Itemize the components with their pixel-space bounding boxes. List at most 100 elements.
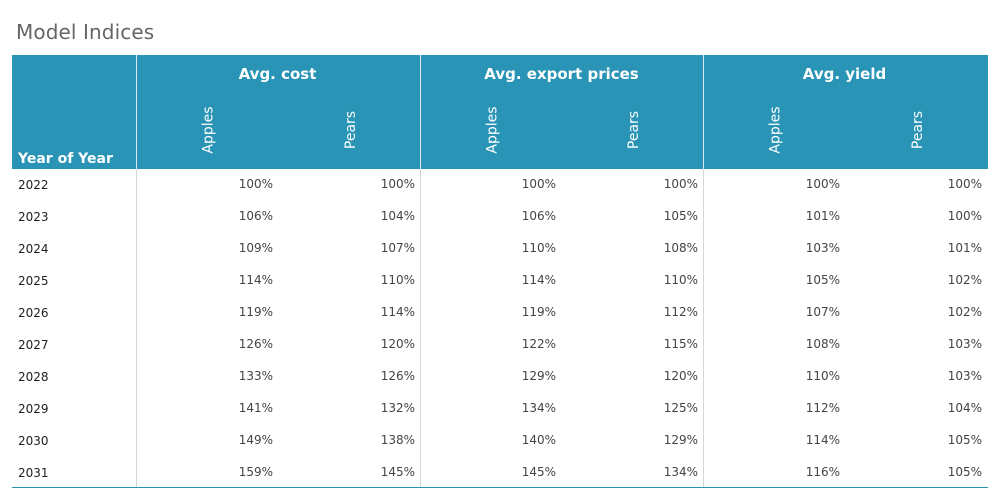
table-bottom-border <box>12 487 988 488</box>
year-cell: 2030 <box>18 434 49 448</box>
value-cell: 105% <box>805 273 840 287</box>
year-cell: 2027 <box>18 338 49 352</box>
value-cell: 108% <box>805 337 840 351</box>
value-cell: 138% <box>380 433 415 447</box>
value-cell: 103% <box>947 337 982 351</box>
column-sub-header: Pears <box>622 103 646 157</box>
value-cell: 106% <box>521 209 556 223</box>
column-group-title: Avg. yield <box>802 65 887 83</box>
year-cell: 2024 <box>18 242 49 256</box>
year-cell: 2022 <box>18 178 49 192</box>
year-cell: 2023 <box>18 210 49 224</box>
value-cell: 101% <box>805 209 840 223</box>
value-cell: 112% <box>663 305 698 319</box>
column-group-title: Avg. cost <box>238 65 317 83</box>
year-cell: 2026 <box>18 306 49 320</box>
column-sub-header-label: Apples <box>485 106 501 154</box>
value-cell: 104% <box>380 209 415 223</box>
value-cell: 120% <box>380 337 415 351</box>
value-cell: 129% <box>663 433 698 447</box>
value-cell: 103% <box>805 241 840 255</box>
column-group-title: Avg. export prices <box>484 65 639 83</box>
value-cell: 110% <box>521 241 556 255</box>
value-cell: 107% <box>380 241 415 255</box>
value-cell: 129% <box>521 369 556 383</box>
table-row: 2026 119% 114% 119% 112% 107% 102% <box>12 297 988 329</box>
value-cell: 103% <box>947 369 982 383</box>
value-cell: 100% <box>238 177 273 191</box>
value-cell: 105% <box>947 465 982 479</box>
column-sub-header-label: Apples <box>201 106 217 154</box>
value-cell: 114% <box>380 305 415 319</box>
value-cell: 108% <box>663 241 698 255</box>
value-cell: 110% <box>663 273 698 287</box>
table-row: 2028 133% 126% 129% 120% 110% 103% <box>12 361 988 393</box>
value-cell: 120% <box>663 369 698 383</box>
column-sub-header: Apples <box>481 103 505 157</box>
value-cell: 105% <box>663 209 698 223</box>
column-sub-header-label: Pears <box>626 110 642 150</box>
value-cell: 119% <box>238 305 273 319</box>
year-cell: 2028 <box>18 370 49 384</box>
value-cell: 145% <box>521 465 556 479</box>
value-cell: 134% <box>663 465 698 479</box>
value-cell: 134% <box>521 401 556 415</box>
value-cell: 102% <box>947 305 982 319</box>
data-table: Year of Year Avg. cost Apples Pears Avg. ex… <box>12 55 988 488</box>
row-header-label: Year of Year <box>18 151 113 167</box>
value-cell: 141% <box>238 401 273 415</box>
value-cell: 122% <box>521 337 556 351</box>
value-cell: 110% <box>805 369 840 383</box>
value-cell: 145% <box>380 465 415 479</box>
value-cell: 132% <box>380 401 415 415</box>
column-sub-header: Apples <box>197 103 221 157</box>
column-sub-header-label: Pears <box>910 110 926 150</box>
value-cell: 100% <box>805 177 840 191</box>
value-cell: 116% <box>805 465 840 479</box>
value-cell: 125% <box>663 401 698 415</box>
table-body: 2022 100% 100% 100% 100% 100% 100% 2023 106% 104%… <box>12 169 988 488</box>
value-cell: 115% <box>663 337 698 351</box>
header-divider <box>703 55 704 169</box>
year-cell: 2031 <box>18 466 49 480</box>
column-sub-header: Apples <box>764 103 788 157</box>
value-cell: 110% <box>380 273 415 287</box>
table-row: 2022 100% 100% 100% 100% 100% 100% <box>12 169 988 201</box>
page-title: Model Indices <box>16 20 155 44</box>
column-divider <box>420 169 421 488</box>
value-cell: 104% <box>947 401 982 415</box>
value-cell: 114% <box>521 273 556 287</box>
value-cell: 106% <box>238 209 273 223</box>
table-row: 2027 126% 120% 122% 115% 108% 103% <box>12 329 988 361</box>
value-cell: 126% <box>380 369 415 383</box>
table-row: 2024 109% 107% 110% 108% 103% 101% <box>12 233 988 265</box>
column-divider <box>136 169 137 488</box>
value-cell: 126% <box>238 337 273 351</box>
value-cell: 100% <box>947 209 982 223</box>
value-cell: 119% <box>521 305 556 319</box>
value-cell: 159% <box>238 465 273 479</box>
table-header: Year of Year Avg. cost Apples Pears Avg. ex… <box>12 55 988 169</box>
value-cell: 109% <box>238 241 273 255</box>
year-cell: 2025 <box>18 274 49 288</box>
value-cell: 149% <box>238 433 273 447</box>
table-row: 2031 159% 145% 145% 134% 116% 105% <box>12 457 988 489</box>
value-cell: 107% <box>805 305 840 319</box>
column-sub-header: Pears <box>906 103 930 157</box>
column-sub-header: Pears <box>339 103 363 157</box>
column-divider <box>703 169 704 488</box>
value-cell: 101% <box>947 241 982 255</box>
year-cell: 2029 <box>18 402 49 416</box>
table-row: 2023 106% 104% 106% 105% 101% 100% <box>12 201 988 233</box>
value-cell: 100% <box>380 177 415 191</box>
value-cell: 140% <box>521 433 556 447</box>
column-sub-header-label: Apples <box>768 106 784 154</box>
value-cell: 100% <box>521 177 556 191</box>
table-row: 2030 149% 138% 140% 129% 114% 105% <box>12 425 988 457</box>
value-cell: 112% <box>805 401 840 415</box>
column-sub-header-label: Pears <box>343 110 359 150</box>
value-cell: 102% <box>947 273 982 287</box>
value-cell: 105% <box>947 433 982 447</box>
header-divider <box>136 55 137 169</box>
header-divider <box>420 55 421 169</box>
